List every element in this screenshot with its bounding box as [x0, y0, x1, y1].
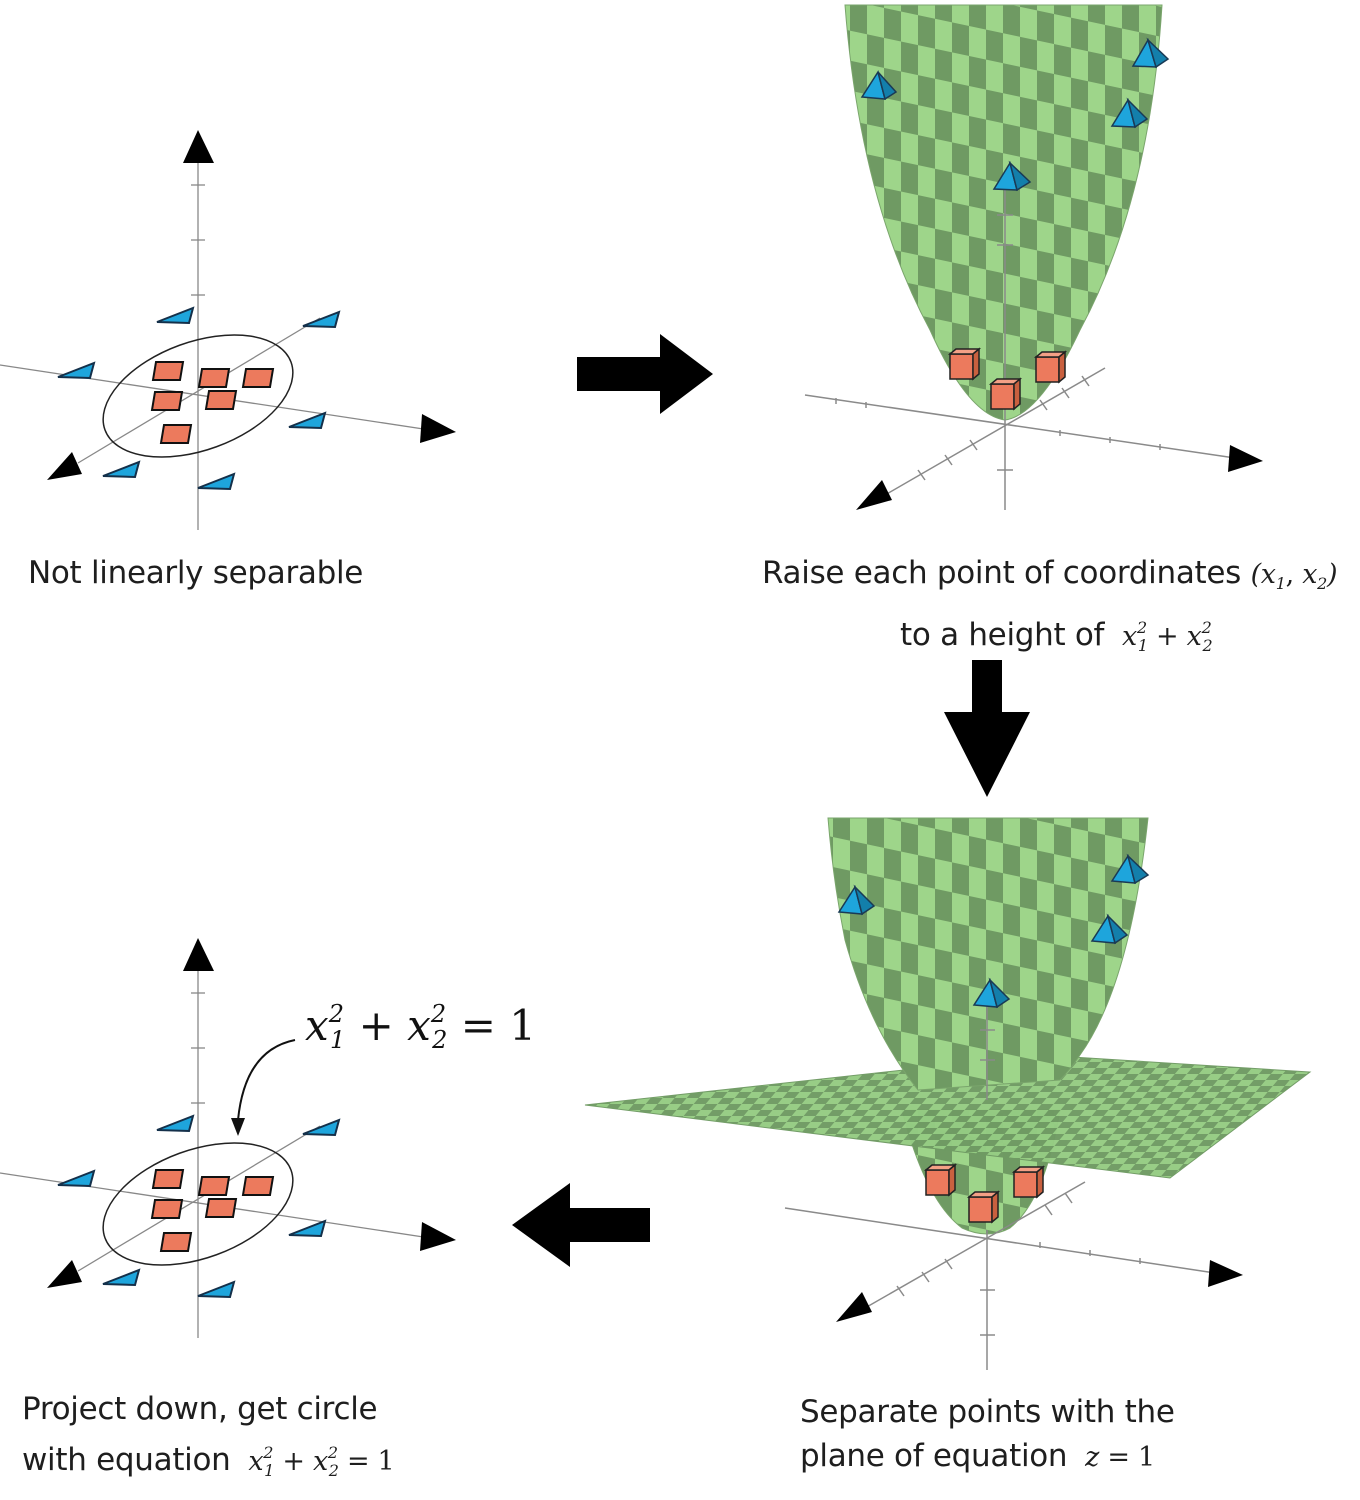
axis-arrowhead-left — [47, 1260, 82, 1288]
axes-3d — [804, 180, 1236, 510]
axis-arrowhead-y — [856, 480, 892, 510]
square-point — [151, 361, 185, 381]
square-point — [150, 391, 184, 411]
square-point — [197, 1176, 231, 1196]
panel-projected-circle — [0, 938, 456, 1338]
pyramid-point — [860, 70, 898, 101]
square-point — [159, 1232, 193, 1252]
caption-raise-points: Raise each point of coordinates (x1, x2)… — [762, 551, 1360, 668]
separating-plane — [584, 1054, 1312, 1179]
triangle-point — [288, 1219, 327, 1238]
arrow-left — [512, 1183, 650, 1267]
pyramid-points-lower — [837, 853, 1150, 1009]
pyramid-point — [972, 977, 1011, 1009]
axis-arrowhead-x — [1228, 445, 1263, 472]
paraboloid-surface-upper — [827, 817, 1149, 1091]
caption-project-down: Project down, get circle with equation x… — [22, 1387, 395, 1493]
panel-separating-plane — [584, 817, 1312, 1370]
triangle-point — [197, 1280, 236, 1299]
cube-points-lower — [923, 1163, 1046, 1224]
annotation-pointer-arrow — [237, 1039, 296, 1121]
caption-line-2: with equation x21 + x22 = 1 — [22, 1431, 395, 1493]
axis-arrowhead-y-lower — [836, 1292, 872, 1322]
cube-points — [947, 347, 1068, 411]
pyramid-point — [1090, 913, 1129, 945]
caption-text: with equation — [22, 1442, 231, 1478]
triangle-point — [102, 460, 141, 479]
cube-point — [923, 1163, 958, 1197]
triangle-point — [288, 411, 327, 430]
separating-circle — [102, 1142, 294, 1266]
pyramid-point — [837, 884, 876, 916]
caption-text: plane of equation — [800, 1438, 1068, 1474]
panel-raise-points — [804, 4, 1263, 510]
height-math: x21 + x22 — [1113, 618, 1213, 655]
coordinates-math: (x1, x2) — [1250, 559, 1338, 593]
pyramid-points — [860, 37, 1170, 192]
cube-point — [966, 1190, 1001, 1224]
cube-point — [1011, 1165, 1046, 1199]
caption-line-2: plane of equation z = 1 — [800, 1434, 1175, 1480]
axis-arrowhead-right — [420, 414, 456, 443]
cube-point — [988, 377, 1023, 411]
triangle-point — [156, 1114, 195, 1133]
square-point — [204, 1198, 238, 1218]
triangle-point — [197, 472, 236, 491]
circle-equation-annotation: x21 + x22 = 1 — [305, 1000, 537, 1054]
caption-not-separable: Not linearly separable — [28, 551, 363, 595]
pyramid-point — [992, 160, 1032, 192]
axes-3d-lower — [784, 1181, 1216, 1370]
paraboloid-surface — [844, 4, 1163, 421]
caption-text: Not linearly separable — [28, 555, 364, 591]
arrow-right — [577, 334, 713, 414]
square-point — [159, 424, 193, 444]
annotation-pointer-arrowhead — [231, 1118, 245, 1136]
caption-text: Raise each point of coordinates — [762, 555, 1241, 591]
pyramid-point — [1110, 853, 1150, 885]
pyramid-point — [1110, 97, 1149, 129]
plane-equation-math: z = 1 — [1076, 1442, 1155, 1473]
triangle-point — [302, 1118, 341, 1137]
axis-arrowhead-x-lower — [1208, 1260, 1243, 1287]
triangle-point — [102, 1268, 141, 1287]
pyramid-point — [1131, 37, 1170, 69]
circle-equation-math: x21 + x22 = 1 — [240, 1443, 395, 1480]
caption-line-2: to a height of x21 + x22 — [762, 606, 1360, 668]
square-point — [241, 1176, 275, 1196]
axis-arrowhead-up — [183, 130, 214, 163]
square-point — [204, 390, 238, 410]
cube-point — [947, 347, 982, 381]
triangle-point — [156, 306, 195, 325]
caption-line-1: Project down, get circle — [22, 1391, 378, 1427]
caption-line-1: Separate points with the — [800, 1394, 1175, 1430]
triangle-point — [57, 361, 96, 380]
axis-arrowhead-left — [47, 452, 82, 480]
caption-line-1: Raise each point of coordinates (x1, x2) — [762, 551, 1360, 606]
cube-point — [1033, 350, 1068, 384]
square-point — [150, 1199, 184, 1219]
caption-separate-points: Separate points with the plane of equati… — [800, 1390, 1175, 1480]
axis-arrowhead-up — [183, 938, 214, 971]
separating-circle — [102, 334, 294, 458]
arrow-down — [944, 660, 1030, 797]
triangle-point — [57, 1169, 96, 1188]
panel-not-separable — [0, 130, 456, 530]
square-point — [151, 1169, 185, 1189]
caption-text: to a height of — [900, 617, 1105, 653]
square-point — [241, 368, 275, 388]
square-point — [197, 368, 231, 388]
axis-arrowhead-right — [420, 1222, 456, 1251]
triangle-point — [302, 310, 341, 329]
